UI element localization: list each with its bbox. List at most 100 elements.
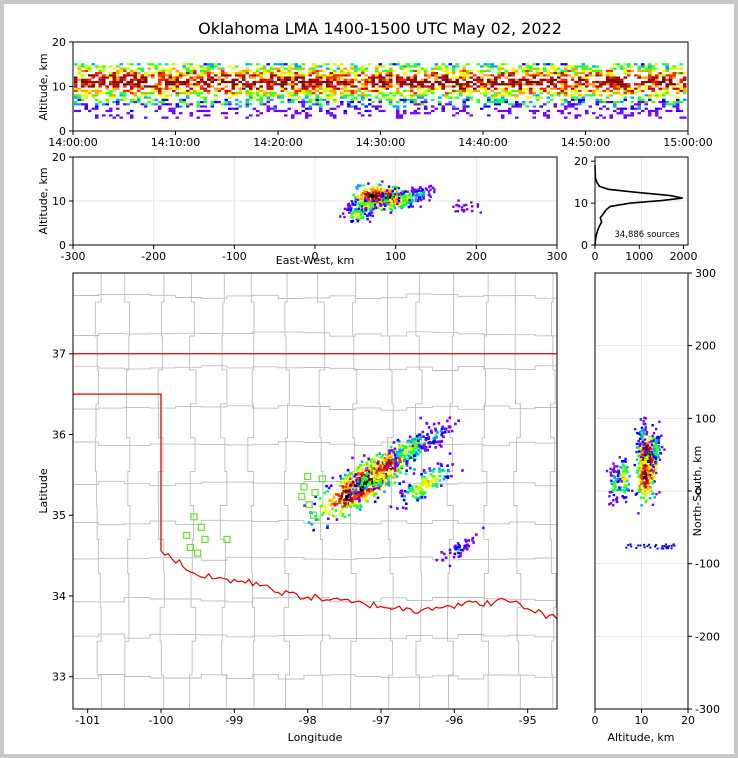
- source-cell: [634, 63, 638, 66]
- source-cell: [352, 210, 356, 213]
- source-cell: [315, 78, 319, 81]
- source-cell: [322, 74, 326, 77]
- source-cell: [182, 67, 186, 70]
- source-cell: [154, 98, 158, 101]
- source-cell: [401, 457, 404, 460]
- source-cell: [637, 100, 641, 104]
- source-cell: [273, 83, 277, 86]
- source-cell: [168, 109, 172, 113]
- source-cell: [361, 78, 365, 81]
- source-cell: [369, 202, 373, 205]
- source-cell: [340, 74, 344, 77]
- source-cell: [620, 107, 624, 110]
- source-cell: [655, 80, 659, 84]
- source-cell: [133, 85, 137, 88]
- source-cell: [578, 103, 582, 106]
- source-cell: [298, 112, 302, 115]
- source-cell: [363, 496, 367, 500]
- source-cell: [333, 87, 337, 90]
- source-cell: [256, 69, 260, 73]
- source-cell: [408, 489, 412, 492]
- source-cell: [339, 474, 342, 478]
- source-cell: [186, 103, 190, 106]
- source-cell: [621, 463, 625, 466]
- source-cell: [81, 65, 85, 68]
- source-cell: [410, 85, 414, 88]
- source-cell: [231, 107, 235, 110]
- source-cell: [403, 105, 407, 108]
- source-cell: [186, 69, 190, 73]
- source-cell: [140, 94, 144, 97]
- source-cell: [619, 473, 622, 476]
- source-cell: [343, 96, 347, 99]
- source-cell: [497, 92, 501, 95]
- longitude-tick-label: -101: [75, 714, 100, 727]
- source-cell: [643, 416, 646, 420]
- source-cell: [679, 67, 683, 70]
- source-cell: [238, 105, 242, 108]
- source-cell: [350, 63, 354, 66]
- source-cell: [116, 87, 120, 90]
- source-cell: [366, 500, 369, 503]
- time-axis-tick-label: 14:10:00: [151, 136, 200, 149]
- source-cell: [532, 87, 536, 90]
- county-line: [73, 293, 557, 300]
- source-cell: [361, 103, 365, 106]
- source-cell: [401, 444, 405, 447]
- source-cell: [403, 195, 406, 198]
- source-cell: [408, 454, 411, 458]
- station-marker: [194, 549, 202, 557]
- county-line: [549, 273, 557, 709]
- source-cell: [266, 72, 270, 75]
- source-cell: [364, 109, 368, 113]
- source-cell: [401, 202, 404, 205]
- source-cell: [609, 491, 612, 494]
- source-cell: [497, 67, 501, 70]
- source-cell: [382, 197, 385, 200]
- source-cell: [672, 65, 676, 68]
- longitude-tick-label: -97: [372, 714, 390, 727]
- source-cell: [312, 92, 316, 95]
- source-cell: [256, 87, 260, 90]
- source-cell: [574, 65, 578, 68]
- source-cell: [364, 94, 368, 97]
- source-cell: [326, 63, 330, 66]
- source-cell: [392, 441, 396, 444]
- source-cell: [172, 80, 176, 84]
- source-cell: [144, 74, 148, 77]
- source-cell: [287, 76, 291, 79]
- source-cell: [571, 87, 575, 90]
- source-cell: [620, 80, 624, 84]
- source-cell: [333, 502, 337, 506]
- source-cell: [425, 485, 429, 489]
- source-cell: [469, 96, 473, 99]
- source-cell: [270, 67, 274, 70]
- source-cell: [642, 443, 645, 446]
- source-cell: [427, 426, 431, 429]
- source-cell: [462, 85, 466, 88]
- source-cell: [404, 198, 407, 202]
- source-cell: [473, 74, 477, 77]
- source-cell: [284, 80, 288, 84]
- source-cell: [501, 74, 505, 77]
- source-cell: [452, 555, 456, 559]
- source-cell: [487, 87, 491, 90]
- source-cell: [424, 446, 428, 449]
- source-cell: [376, 478, 379, 481]
- source-cell: [522, 103, 526, 106]
- source-cell: [356, 202, 359, 206]
- source-cell: [310, 523, 314, 526]
- source-cell: [385, 74, 389, 77]
- source-cell: [609, 116, 613, 119]
- source-cell: [294, 89, 298, 93]
- source-cell: [382, 83, 386, 86]
- source-cell: [193, 78, 197, 81]
- source-cell: [408, 194, 411, 198]
- source-cell: [655, 76, 659, 79]
- source-cell: [422, 435, 425, 438]
- source-cell: [203, 83, 207, 86]
- source-cell: [432, 483, 436, 486]
- source-cell: [252, 96, 256, 99]
- source-cell: [249, 89, 253, 93]
- source-cell: [193, 89, 197, 93]
